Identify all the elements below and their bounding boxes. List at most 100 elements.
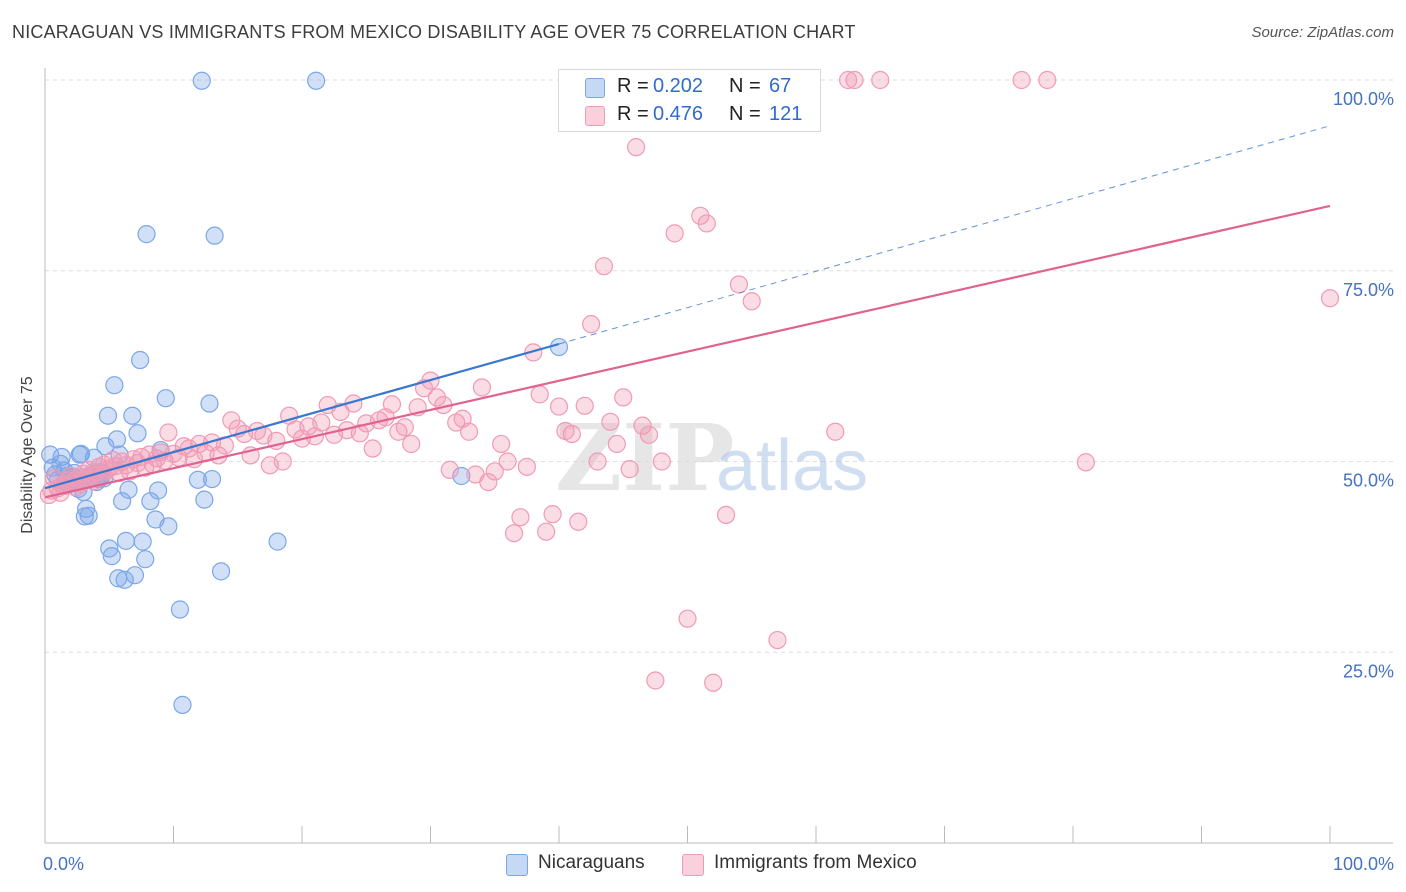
legend-r-value: 0.476 bbox=[653, 103, 704, 125]
point-nicaraguans bbox=[107, 430, 127, 449]
legend-r-value: 0.202 bbox=[653, 75, 704, 97]
point-nicaraguans bbox=[188, 470, 208, 489]
point-mexico bbox=[588, 452, 607, 471]
point-mexico bbox=[704, 673, 723, 692]
point-mexico bbox=[697, 214, 716, 233]
point-mexico bbox=[479, 473, 498, 492]
point-mexico bbox=[652, 452, 671, 471]
y-tick-label: 100.0% bbox=[1333, 89, 1394, 109]
point-mexico bbox=[768, 630, 787, 650]
point-nicaraguans bbox=[211, 562, 231, 581]
point-mexico bbox=[646, 671, 665, 690]
point-mexico bbox=[594, 257, 614, 276]
point-mexico bbox=[575, 396, 594, 415]
point-mexico bbox=[273, 452, 292, 471]
point-mexico bbox=[537, 522, 556, 541]
trendline-mexico bbox=[44, 204, 1331, 499]
point-mexico bbox=[729, 275, 749, 294]
point-nicaraguans bbox=[128, 424, 147, 443]
point-mexico bbox=[312, 413, 331, 432]
legend-swatch-nicaraguans bbox=[585, 78, 605, 98]
point-mexico bbox=[826, 422, 845, 441]
point-mexico bbox=[871, 70, 890, 90]
chart-title: NICARAGUAN VS IMMIGRANTS FROM MEXICO DIS… bbox=[12, 22, 856, 42]
source-label: Source: ZipAtlas.com bbox=[1251, 24, 1394, 41]
point-mexico bbox=[382, 395, 402, 414]
point-mexico bbox=[350, 424, 369, 443]
point-mexico bbox=[639, 425, 659, 444]
point-mexico bbox=[691, 206, 710, 225]
bottom-legend-swatch bbox=[682, 854, 704, 876]
point-mexico bbox=[607, 434, 626, 454]
point-mexico bbox=[845, 70, 864, 90]
point-mexico bbox=[504, 524, 524, 543]
point-nicaraguans bbox=[102, 547, 121, 566]
trendline-nicaraguans-extension bbox=[558, 125, 1331, 345]
point-mexico bbox=[620, 460, 639, 479]
point-mexico bbox=[1076, 453, 1095, 472]
point-mexico bbox=[159, 423, 178, 442]
point-mexico bbox=[530, 385, 549, 404]
point-nicaraguans bbox=[137, 225, 156, 244]
point-mexico bbox=[742, 292, 761, 311]
point-mexico bbox=[839, 70, 858, 90]
y-tick-label: 50.0% bbox=[1343, 471, 1394, 491]
point-nicaraguans bbox=[136, 550, 155, 569]
point-nicaraguans bbox=[123, 406, 142, 425]
trend-lines bbox=[44, 125, 1331, 499]
point-nicaraguans bbox=[170, 600, 190, 619]
point-nicaraguans bbox=[205, 226, 224, 245]
legend-r-label: R = bbox=[617, 103, 649, 125]
point-mexico bbox=[716, 505, 736, 525]
point-nicaraguans bbox=[452, 466, 471, 486]
point-nicaraguans bbox=[159, 517, 178, 536]
point-mexico bbox=[582, 315, 601, 334]
bottom-legend-label: Immigrants from Mexico bbox=[714, 852, 917, 873]
point-mexico bbox=[395, 418, 414, 437]
point-mexico bbox=[626, 138, 646, 157]
point-mexico bbox=[601, 412, 620, 431]
point-mexico bbox=[562, 424, 581, 444]
point-nicaraguans bbox=[307, 71, 326, 90]
tick-labels: 0.0% 100.0% 25.0% 50.0% 75.0% 100.0% bbox=[43, 89, 1394, 874]
watermark: ZIP atlas bbox=[555, 404, 868, 512]
point-nicaraguans bbox=[98, 406, 118, 425]
point-mexico bbox=[614, 388, 633, 407]
point-nicaraguans bbox=[115, 570, 134, 589]
watermark-atlas: atlas bbox=[716, 426, 868, 506]
point-nicaraguans bbox=[200, 394, 219, 413]
point-nicaraguans bbox=[192, 71, 211, 90]
legend-n-label: N = bbox=[729, 75, 761, 97]
bottom-legend-label: Nicaraguans bbox=[538, 852, 645, 873]
gridlines bbox=[45, 79, 1393, 653]
point-nicaraguans bbox=[195, 490, 214, 509]
point-mexico bbox=[549, 397, 569, 416]
correlation-legend: R = 0.202 N = 67 R = 0.476 N = 121 bbox=[558, 69, 821, 132]
point-mexico bbox=[485, 462, 504, 481]
legend-n-value: 67 bbox=[769, 75, 792, 97]
point-mexico bbox=[517, 457, 536, 476]
point-nicaraguans bbox=[173, 695, 192, 714]
data-points bbox=[39, 70, 1340, 714]
point-nicaraguans bbox=[70, 445, 89, 464]
point-mexico bbox=[569, 512, 588, 531]
x-tick-label-left: 0.0% bbox=[43, 854, 84, 874]
point-mexico bbox=[472, 378, 491, 397]
legend-n-value: 121 bbox=[769, 103, 803, 125]
point-mexico bbox=[1038, 70, 1057, 90]
bottom-legend-swatch bbox=[506, 854, 528, 876]
point-nicaraguans bbox=[116, 531, 136, 550]
point-nicaraguans bbox=[268, 532, 287, 551]
point-mexico bbox=[665, 224, 684, 243]
trendline-nicaraguans bbox=[44, 342, 560, 490]
point-mexico bbox=[331, 402, 350, 422]
point-nicaraguans bbox=[125, 566, 145, 585]
point-mexico bbox=[459, 422, 479, 441]
point-nicaraguans bbox=[156, 389, 175, 408]
point-mexico bbox=[1012, 70, 1031, 90]
watermark-zip: ZIP bbox=[555, 404, 734, 512]
point-mexico bbox=[511, 508, 530, 527]
legend-r-label: R = bbox=[617, 75, 649, 97]
point-nicaraguans bbox=[130, 350, 150, 370]
